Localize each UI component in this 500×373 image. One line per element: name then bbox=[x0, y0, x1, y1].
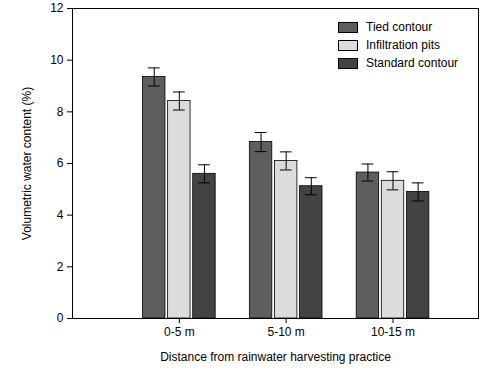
svg-text:Distance from rainwater harves: Distance from rainwater harvesting pract… bbox=[160, 350, 391, 364]
svg-text:5-10 m: 5-10 m bbox=[268, 325, 305, 339]
svg-text:10-15 m: 10-15 m bbox=[371, 325, 415, 339]
svg-text:8: 8 bbox=[57, 105, 64, 119]
svg-text:0: 0 bbox=[57, 311, 64, 325]
html-text:Standard contour: Standard contour bbox=[366, 56, 459, 70]
svg-text:12: 12 bbox=[50, 1, 64, 15]
svg-text:2: 2 bbox=[57, 260, 64, 274]
svg-text:6: 6 bbox=[57, 156, 64, 170]
html-text:Tied contour: Tied contour bbox=[366, 20, 433, 34]
svg-text:0-5 m: 0-5 m bbox=[164, 325, 195, 339]
svg-text:4: 4 bbox=[57, 208, 64, 222]
html-text:Infiltration pits: Infiltration pits bbox=[366, 38, 440, 52]
svg-text:10: 10 bbox=[50, 53, 64, 67]
svg-text:Volumetric water content (%): Volumetric water content (%) bbox=[20, 87, 34, 240]
